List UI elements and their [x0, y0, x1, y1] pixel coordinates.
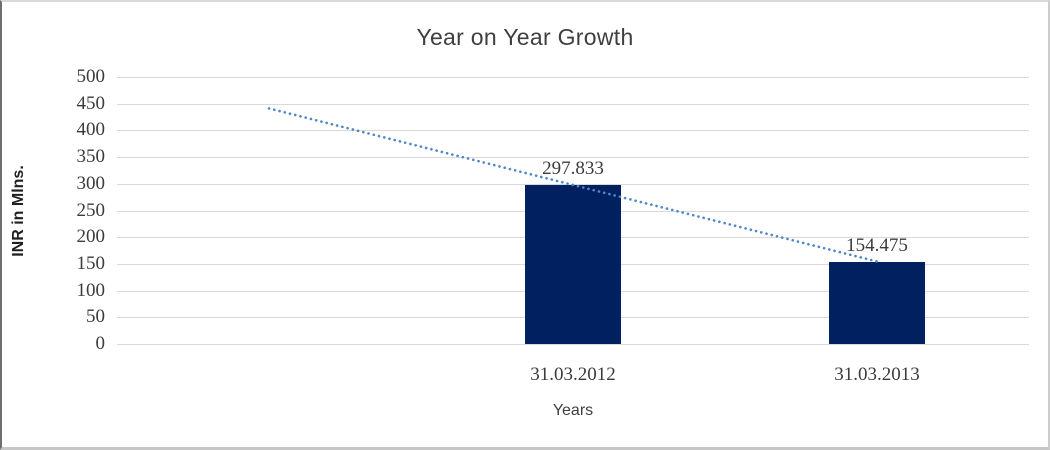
x-category-label: 31.03.2013 — [834, 364, 920, 385]
y-tick-label: 150 — [76, 253, 106, 274]
y-tick-label: 50 — [86, 306, 105, 327]
chart-title: Year on Year Growth — [416, 24, 634, 50]
x-category-label: 31.03.2012 — [530, 364, 616, 385]
gridline — [117, 344, 1029, 345]
bar-31.03.2013 — [829, 261, 925, 344]
gridline — [117, 130, 1029, 131]
bar-31.03.2012 — [525, 184, 621, 344]
gridline — [117, 104, 1029, 105]
y-tick-label: 450 — [76, 93, 106, 114]
data-label: 297.833 — [542, 157, 604, 179]
y-tick-label: 200 — [76, 226, 106, 247]
y-tick-label: 250 — [76, 200, 106, 221]
y-tick-label: 300 — [76, 173, 106, 194]
data-label: 154.475 — [846, 234, 908, 256]
plot-area — [117, 77, 1029, 345]
y-tick-label: 350 — [76, 146, 106, 167]
x-axis-title: Years — [552, 402, 594, 419]
gridline — [117, 77, 1029, 78]
y-tick-label: 400 — [76, 119, 106, 140]
y-tick-label: 500 — [76, 66, 106, 87]
y-tick-label: 100 — [76, 280, 106, 301]
y-tick-label: 0 — [95, 333, 106, 354]
